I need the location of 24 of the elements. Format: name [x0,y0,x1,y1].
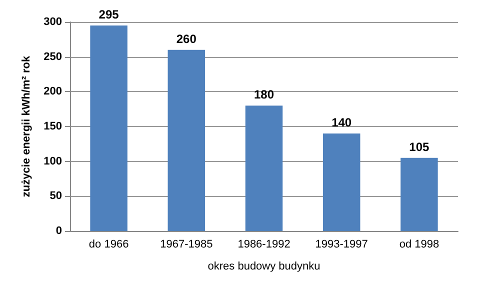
y-tick-label: 100 [44,155,62,168]
y-axis-title: zużycie energii kWh/m² rok [20,55,32,198]
bar [168,50,206,231]
x-tick-label: do 1966 [88,238,129,250]
y-tick-label: 300 [44,16,62,28]
x-tick-label: od 1998 [399,238,440,250]
y-tick-label: 200 [44,86,62,98]
y-tick-label: 50 [50,190,62,202]
data-label: 180 [254,88,274,102]
data-label: 260 [176,32,197,46]
bar [245,106,283,231]
x-axis-title: okres budowy budynku [208,260,320,272]
bar [90,25,128,231]
data-label: 140 [332,115,352,130]
data-label: 295 [98,7,120,22]
x-tick-label: 1967-1985 [160,238,213,250]
bar [400,158,438,231]
y-tick-label: 150 [44,120,62,132]
y-tick-label: 0 [56,225,62,237]
data-label: 105 [409,140,430,154]
x-tick-label: 1993-1997 [315,238,368,250]
x-tick-label: 1986-1992 [238,238,290,250]
bar [322,133,360,231]
y-tick-label: 250 [44,50,62,63]
